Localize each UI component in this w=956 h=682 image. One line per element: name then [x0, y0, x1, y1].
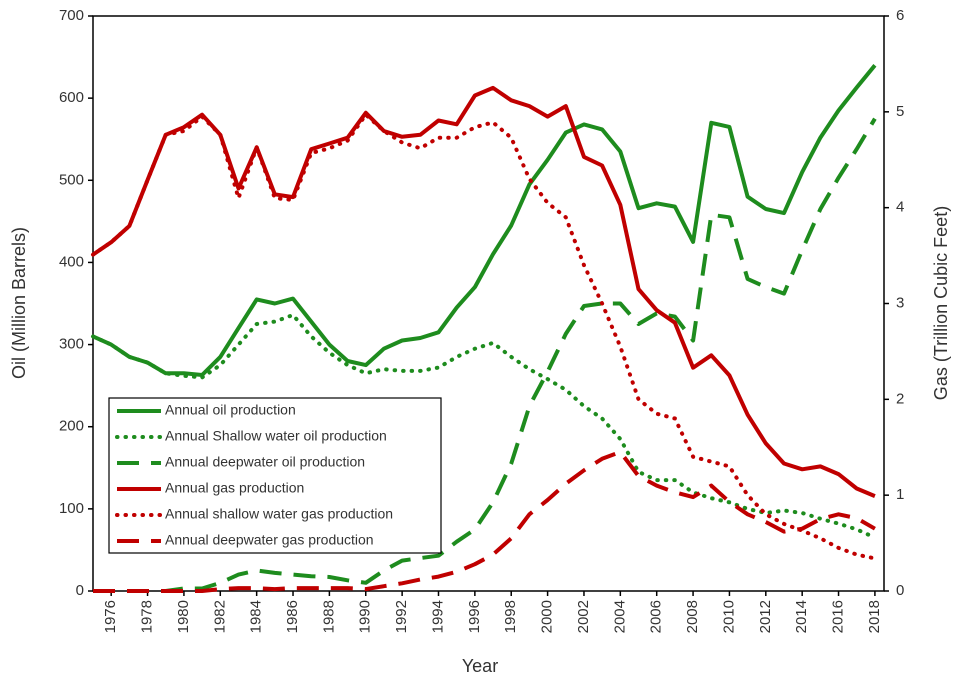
y2-tick-label: 6 [896, 7, 904, 24]
x-tick-label: 2004 [611, 600, 628, 633]
legend-label: Annual deepwater oil production [165, 454, 365, 470]
x-tick-label: 1976 [102, 600, 119, 633]
y2-tick-label: 3 [896, 294, 904, 311]
y-tick-label: 500 [59, 171, 84, 188]
y2-tick-label: 2 [896, 390, 904, 407]
legend-label: Annual gas production [165, 480, 304, 496]
x-tick-label: 2010 [720, 600, 737, 633]
x-tick-label: 2012 [757, 600, 774, 633]
y-tick-label: 700 [59, 7, 84, 24]
x-tick-label: 2014 [793, 600, 810, 633]
x-tick-label: 1998 [502, 600, 519, 633]
x-tick-label: 1992 [393, 600, 410, 633]
y-tick-label: 300 [59, 336, 84, 353]
x-tick-label: 2002 [575, 600, 592, 633]
y2-tick-label: 5 [896, 103, 904, 120]
legend-box [108, 397, 442, 554]
y-tick-label: 100 [59, 500, 84, 517]
legend-label: Annual oil production [165, 402, 296, 418]
x-tick-label: 1990 [357, 600, 374, 633]
y2-tick-label: 0 [896, 582, 904, 599]
series-line [91, 112, 877, 561]
x-tick-label: 2000 [539, 600, 556, 633]
legend-label: Annual deepwater gas production [165, 532, 374, 548]
x-tick-label: 2008 [684, 600, 701, 633]
y2-axis-title: Gas (Trillion Cubic Feet) [931, 206, 951, 400]
y-tick-label: 600 [59, 89, 84, 106]
x-tick-label: 1988 [320, 600, 337, 633]
x-tick-label: 1982 [211, 600, 228, 633]
x-axis-title: Year [462, 656, 498, 676]
y2-tick-label: 4 [896, 199, 904, 216]
series-line [91, 313, 877, 540]
legend-label: Annual shallow water gas production [165, 506, 393, 522]
y-axis-title: Oil (Million Barrels) [9, 227, 29, 379]
y-tick-label: 200 [59, 418, 84, 435]
y2-tick-label: 1 [896, 486, 904, 503]
x-tick-label: 1980 [175, 600, 192, 633]
x-tick-label: 1996 [466, 600, 483, 633]
series-line [93, 450, 876, 593]
y-tick-label: 400 [59, 253, 84, 270]
x-tick-label: 2016 [830, 600, 847, 633]
series-line [93, 117, 877, 593]
series-line [92, 64, 877, 377]
x-tick-label: 1994 [429, 600, 446, 633]
x-tick-label: 2006 [648, 600, 665, 633]
legend-label: Annual Shallow water oil production [165, 428, 387, 444]
x-tick-label: 1986 [284, 600, 301, 633]
x-tick-label: 2018 [866, 600, 883, 633]
x-tick-label: 1978 [139, 600, 156, 633]
x-tick-label: 1984 [248, 600, 265, 633]
y-tick-label: 0 [76, 582, 84, 599]
